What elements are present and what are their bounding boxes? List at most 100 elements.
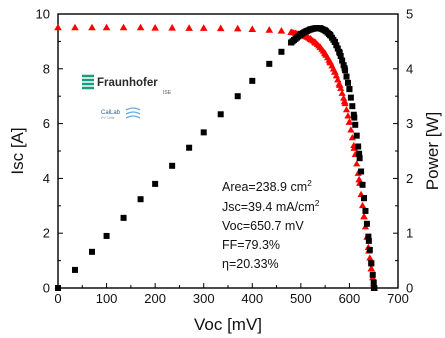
power-point <box>137 196 144 203</box>
iv-point <box>265 26 274 33</box>
power-point <box>322 27 329 34</box>
iv-dense-marker <box>348 134 356 141</box>
power-dense-marker <box>334 45 341 52</box>
iv-point <box>277 26 286 34</box>
iv-point <box>136 23 145 31</box>
fraunhofer-logo-text: Fraunhofer <box>97 77 158 89</box>
power-point <box>266 60 273 67</box>
power-point <box>356 150 363 157</box>
power-point <box>217 111 224 118</box>
power-dense-marker <box>339 57 346 64</box>
y2-axis-title: Power [W] <box>423 112 442 190</box>
power-dense-marker <box>353 132 360 139</box>
power-point <box>351 114 358 121</box>
x-tick-label: 200 <box>144 291 166 306</box>
power-point <box>152 180 159 187</box>
iv-point <box>306 35 315 42</box>
power-dense-marker <box>355 143 362 150</box>
iv-point <box>71 23 79 31</box>
power-point <box>341 65 348 72</box>
power-point <box>331 38 338 45</box>
iv-point <box>88 23 96 31</box>
power-point <box>234 93 241 100</box>
power-dense-marker <box>347 94 354 101</box>
callab-logo-sub: PV Cells <box>101 116 115 120</box>
area-annotation: Area=238.9 cm2 <box>222 178 312 194</box>
power-dense-marker <box>337 52 344 59</box>
y2-tick-label: 1 <box>406 226 413 241</box>
voc-annotation: Voc=650.7 mV <box>222 219 304 233</box>
y-tick-label: 6 <box>43 116 50 131</box>
power-point <box>317 25 324 32</box>
power-point <box>249 77 256 84</box>
power-dense-marker <box>366 246 373 253</box>
iv-point <box>168 23 176 31</box>
axis-ticks <box>57 13 399 289</box>
jsc-annotation: Jsc=39.4 mA/cm2 <box>222 198 320 214</box>
iv-dense-marker <box>353 160 361 167</box>
y-axis-title: Isc [A] <box>8 127 27 174</box>
jsc-annotation-text: Jsc=39.4 mA/cm <box>222 200 315 214</box>
iv-point <box>345 118 354 125</box>
y2-tick-label: 2 <box>406 171 413 186</box>
iv-point <box>233 24 242 32</box>
power-dense-marker <box>344 79 351 86</box>
x-tick-label: 100 <box>96 291 118 306</box>
y-tick-label: 10 <box>36 7 50 22</box>
callab-logo: CalLab PV Cells <box>101 107 141 120</box>
power-point <box>361 195 367 202</box>
power-dense-marker <box>333 42 340 49</box>
y-tick-label: 2 <box>43 226 50 241</box>
iv-point <box>216 24 225 32</box>
iv-point <box>119 23 128 31</box>
y-tick-label: 0 <box>43 281 50 296</box>
power-dense-marker <box>359 181 366 188</box>
y2-tick-label: 0 <box>406 281 413 296</box>
iv-dense-marker <box>366 254 374 261</box>
power-dense-marker <box>365 233 372 240</box>
iv-point <box>340 97 349 105</box>
power-dense-marker <box>369 271 376 278</box>
x-tick-label: 300 <box>193 291 215 306</box>
iv-point <box>360 212 368 220</box>
iv-point <box>321 49 329 57</box>
iv-point <box>335 81 344 88</box>
iv-dense-marker <box>338 89 346 96</box>
iv-point <box>102 23 111 31</box>
power-point <box>55 285 61 291</box>
x-tick-label: 0 <box>54 291 61 306</box>
x-tick-label: 600 <box>339 291 361 306</box>
power-point <box>302 28 309 35</box>
iv-dense-marker <box>347 126 355 133</box>
fraunhofer-logo-mark <box>82 74 94 90</box>
power-point <box>370 279 377 286</box>
iv-point <box>311 38 320 46</box>
eta-annotation: η=20.33% <box>222 257 279 271</box>
iv-point <box>248 25 257 32</box>
power-dense-marker <box>362 207 369 214</box>
fraunhofer-logo-sub: ISE <box>163 90 172 96</box>
y2-tick-label: 3 <box>406 116 413 131</box>
callab-logo-waves <box>125 107 141 119</box>
power-point <box>72 266 78 273</box>
power-point <box>327 31 333 38</box>
power-point <box>307 26 314 33</box>
iv-dense-marker <box>344 112 352 119</box>
iv-point <box>331 68 339 75</box>
jsc-annotation-sup: 2 <box>315 198 320 208</box>
power-point <box>278 48 285 55</box>
power-point <box>200 129 207 136</box>
x-axis-title: Voc [mV] <box>194 315 262 334</box>
power-point <box>346 86 353 93</box>
power-dense-marker <box>340 62 347 69</box>
power-dense-marker <box>352 121 359 128</box>
power-point <box>368 260 375 267</box>
y2-tick-label: 4 <box>406 61 413 76</box>
iv-point <box>185 24 193 31</box>
y-tick-labels: 0 2 4 6 8 10 <box>36 7 50 296</box>
power-point <box>371 285 378 291</box>
power-point <box>186 144 193 151</box>
iv-point <box>151 23 159 31</box>
series-markers <box>54 23 378 291</box>
